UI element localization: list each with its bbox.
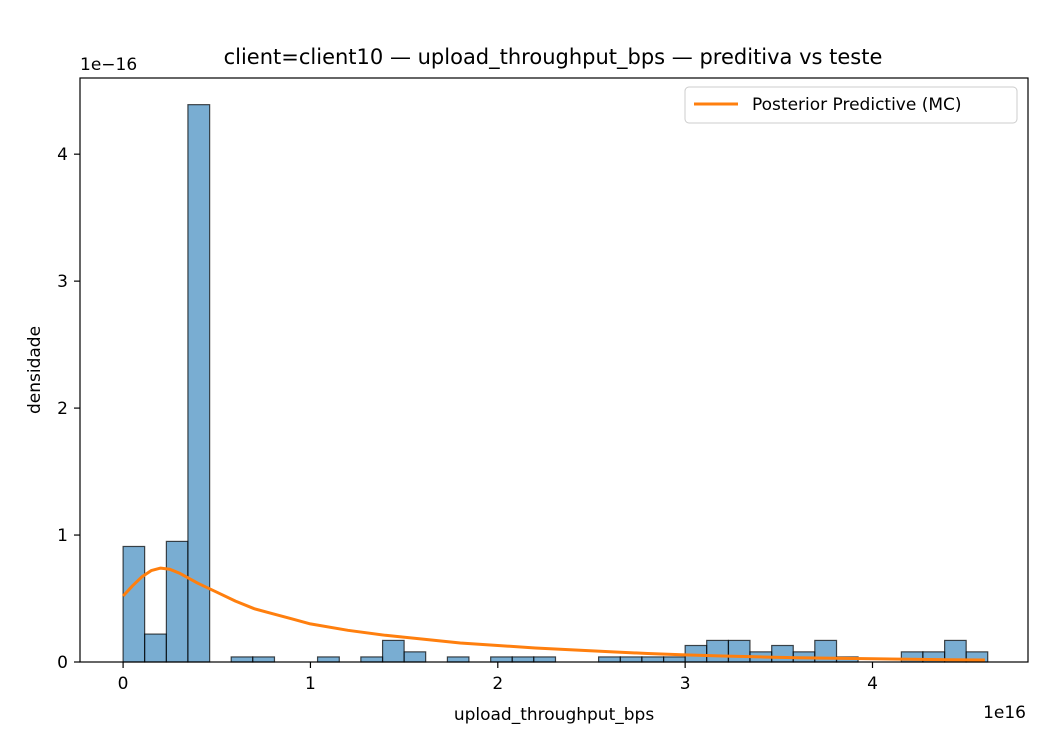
legend-entry-posterior-predictive: Posterior Predictive (MC)	[752, 95, 962, 115]
chart-title: client=client10 — upload_throughput_bps …	[224, 45, 883, 70]
x-axis-label: upload_throughput_bps	[454, 705, 655, 725]
y-tick-label-3: 3	[57, 272, 68, 292]
histogram-bar-27	[706, 639, 730, 663]
x-offset-label: 1e16	[983, 703, 1026, 723]
x-tick-label-3: 3	[680, 674, 691, 694]
histogram-bar-18	[511, 656, 535, 663]
histogram-bar-6	[252, 656, 276, 663]
legend-box	[684, 86, 1018, 124]
histogram-bar-22	[597, 656, 621, 663]
histogram-bar-15	[446, 656, 470, 663]
histogram-bar-13	[403, 651, 427, 663]
histogram-bar-25	[663, 656, 686, 663]
histogram-bar-11	[360, 656, 384, 663]
y-tick-label-2: 2	[57, 399, 68, 419]
y-axis-ticks: 0 1 2 3 4	[57, 145, 80, 673]
x-tick-label-1: 1	[305, 674, 316, 694]
histogram-bar-5	[230, 656, 254, 663]
y-tick-label-1: 1	[57, 526, 68, 546]
histogram-bar-17	[490, 656, 513, 663]
legend: Posterior Predictive (MC)	[684, 86, 1018, 124]
histogram-bar-0	[122, 545, 146, 663]
histogram-bar-19	[533, 656, 557, 663]
y-tick-label-0: 0	[57, 653, 68, 673]
plot-frame	[79, 77, 1029, 663]
x-axis-ticks: 0 1 2 3 4	[118, 662, 878, 694]
histogram-bar-1	[144, 633, 167, 663]
histogram-bar-24	[641, 656, 665, 663]
histogram-bar-9	[316, 656, 340, 663]
histogram-bar-28	[727, 639, 751, 663]
histogram-bars	[122, 104, 989, 663]
x-tick-label-0: 0	[118, 674, 129, 694]
histogram-bar-2	[165, 540, 189, 663]
y-tick-label-4: 4	[57, 145, 68, 165]
posterior-predictive-line	[121, 566, 985, 662]
histogram-bar-23	[619, 656, 643, 663]
predictive-curve-group	[121, 566, 985, 662]
histogram-bar-12	[381, 639, 405, 663]
y-offset-label: 1e−16	[80, 55, 137, 75]
histogram-bar-30	[771, 644, 794, 663]
x-tick-label-2: 2	[492, 674, 503, 694]
x-tick-label-4: 4	[867, 674, 878, 694]
y-axis-label: densidade	[25, 326, 45, 414]
